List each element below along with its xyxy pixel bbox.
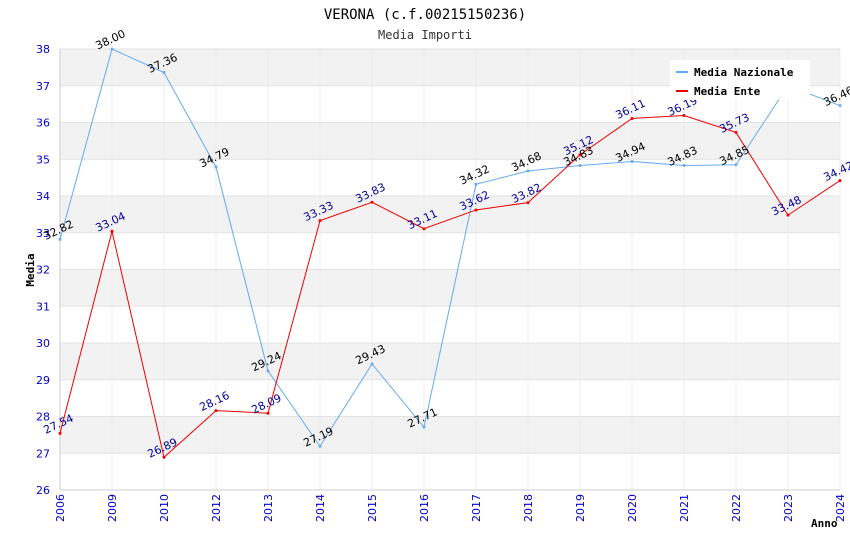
data-label: 34.42 bbox=[821, 159, 850, 184]
x-tick-label: 2012 bbox=[210, 494, 223, 522]
y-axis-label: Media bbox=[24, 253, 37, 286]
data-point bbox=[266, 369, 270, 373]
y-tick-label: 37 bbox=[36, 80, 50, 93]
x-axis-label: Anno bbox=[811, 517, 838, 530]
y-tick-label: 27 bbox=[36, 447, 50, 460]
data-point bbox=[318, 219, 322, 223]
data-point bbox=[838, 104, 842, 108]
data-point bbox=[422, 227, 426, 231]
data-point bbox=[110, 47, 114, 51]
data-point bbox=[162, 455, 166, 459]
x-tick-label: 2019 bbox=[574, 494, 587, 522]
data-point bbox=[526, 201, 530, 205]
x-tick-label: 2009 bbox=[106, 494, 119, 522]
x-tick-label: 2020 bbox=[626, 494, 639, 522]
x-tick-label: 2014 bbox=[314, 494, 327, 522]
data-point bbox=[578, 163, 582, 167]
data-point bbox=[630, 116, 634, 120]
x-tick-label: 2017 bbox=[470, 494, 483, 522]
data-label: 32.82 bbox=[41, 218, 75, 243]
legend-entry: Media Ente bbox=[694, 85, 761, 98]
data-point bbox=[734, 130, 738, 134]
y-tick-label: 32 bbox=[36, 264, 50, 277]
data-point bbox=[526, 169, 530, 173]
data-point bbox=[266, 411, 270, 415]
data-point bbox=[214, 409, 218, 413]
chart-title: VERONA (c.f.00215150236) bbox=[324, 7, 526, 23]
grid-band bbox=[60, 416, 840, 454]
data-label: 36.46 bbox=[821, 84, 850, 109]
x-tick-label: 2015 bbox=[366, 494, 379, 522]
data-point bbox=[734, 163, 738, 167]
y-tick-label: 34 bbox=[36, 190, 50, 203]
x-tick-label: 2013 bbox=[262, 494, 275, 522]
x-tick-label: 2006 bbox=[54, 494, 67, 522]
data-point bbox=[370, 200, 374, 204]
x-tick-label: 2018 bbox=[522, 494, 535, 522]
data-point bbox=[474, 182, 478, 186]
data-point bbox=[786, 213, 790, 217]
grid-band bbox=[60, 269, 840, 307]
series-line bbox=[59, 48, 841, 448]
chart-subtitle: Media Importi bbox=[378, 28, 472, 42]
data-point bbox=[370, 362, 374, 366]
series-line bbox=[59, 115, 841, 459]
y-tick-label: 35 bbox=[36, 153, 50, 166]
data-point bbox=[318, 444, 322, 448]
axes: 26 27 28 29 30 31 32 33 34 35 36 37 38 2006 2009 2010 20… bbox=[36, 43, 847, 522]
data-point bbox=[162, 71, 166, 75]
grid-band bbox=[60, 343, 840, 380]
x-tick-label: 2010 bbox=[158, 494, 171, 522]
x-tick-label: 2016 bbox=[418, 494, 431, 522]
data-point bbox=[838, 179, 842, 183]
legend: Media Nazionale Media Ente bbox=[670, 60, 810, 100]
data-point bbox=[214, 165, 218, 169]
data-point bbox=[110, 229, 114, 233]
data-label: 28.16 bbox=[197, 389, 231, 414]
y-tick-label: 33 bbox=[36, 227, 50, 240]
y-tick-label: 26 bbox=[36, 484, 50, 497]
y-tick-label: 28 bbox=[36, 411, 50, 424]
data-point bbox=[58, 431, 62, 435]
y-tick-label: 36 bbox=[36, 117, 50, 130]
y-tick-label: 29 bbox=[36, 374, 50, 387]
grid-band bbox=[60, 196, 840, 233]
x-tick-label: 2021 bbox=[678, 494, 691, 522]
data-point bbox=[422, 425, 426, 429]
legend-entry: Media Nazionale bbox=[694, 66, 794, 79]
grid-band bbox=[60, 122, 840, 160]
grid-bands bbox=[59, 48, 841, 491]
data-point bbox=[474, 208, 478, 212]
data-point bbox=[682, 163, 686, 167]
y-tick-label: 31 bbox=[36, 300, 50, 313]
data-point bbox=[578, 153, 582, 157]
data-point bbox=[682, 114, 686, 118]
data-point bbox=[58, 237, 62, 241]
y-tick-label: 30 bbox=[36, 337, 50, 350]
x-tick-label: 2023 bbox=[782, 494, 795, 522]
y-tick-label: 38 bbox=[36, 43, 50, 56]
legend-box bbox=[670, 60, 810, 100]
data-point bbox=[630, 159, 634, 163]
x-tick-label: 2022 bbox=[730, 494, 743, 522]
data-label: 34.32 bbox=[457, 163, 491, 188]
x-tick-label: 2024 bbox=[834, 494, 847, 522]
series-lines bbox=[58, 47, 842, 459]
